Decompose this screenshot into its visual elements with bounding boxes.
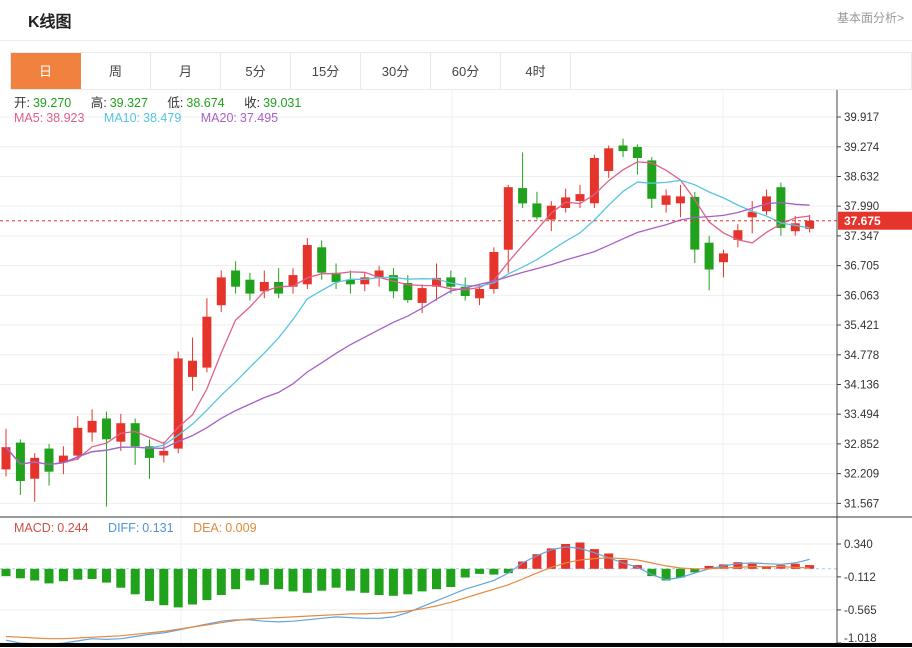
ma10-line bbox=[5, 179, 810, 466]
diff-line bbox=[5, 546, 810, 646]
svg-text:36.063: 36.063 bbox=[844, 290, 879, 302]
tab-60min[interactable]: 60分 bbox=[431, 53, 501, 89]
svg-text:36.705: 36.705 bbox=[844, 261, 879, 273]
ma5-line bbox=[5, 161, 810, 466]
svg-text:34.136: 34.136 bbox=[844, 380, 879, 392]
svg-text:32.852: 32.852 bbox=[844, 439, 879, 451]
svg-text:32.209: 32.209 bbox=[844, 469, 879, 481]
svg-text:-0.565: -0.565 bbox=[844, 605, 877, 617]
svg-text:-0.112: -0.112 bbox=[844, 572, 876, 584]
tab-4hour[interactable]: 4时 bbox=[501, 53, 571, 89]
svg-text:38.632: 38.632 bbox=[844, 172, 879, 184]
ohlc-legend: 开: 39.270 高: 39.327 低: 38.674 收: 39.031 bbox=[14, 92, 317, 111]
svg-text:37.990: 37.990 bbox=[844, 201, 879, 213]
ohlc-close: 收: 39.031 bbox=[244, 96, 302, 110]
macd-histogram bbox=[1, 542, 815, 608]
tab-15min[interactable]: 15分 bbox=[291, 53, 361, 89]
tab-bar: 日 周 月 5分 15分 30分 60分 4时 bbox=[10, 52, 912, 90]
svg-text:34.778: 34.778 bbox=[844, 350, 879, 362]
candles bbox=[1, 138, 815, 507]
bottom-border bbox=[0, 643, 912, 647]
gridlines bbox=[0, 88, 837, 644]
svg-text:0.340: 0.340 bbox=[844, 539, 873, 551]
tab-day[interactable]: 日 bbox=[11, 53, 81, 89]
ma20-value: MA20: 37.495 bbox=[200, 111, 279, 125]
page-title: K线图 bbox=[28, 14, 72, 31]
ohlc-open: 开: 39.270 bbox=[14, 96, 72, 110]
ohlc-low: 低: 38.674 bbox=[167, 96, 225, 110]
ma20-line bbox=[5, 201, 810, 466]
svg-text:35.421: 35.421 bbox=[844, 320, 879, 332]
ma5-value: MA5: 38.923 bbox=[14, 111, 85, 125]
diff-value: DIFF: 0.131 bbox=[108, 521, 174, 535]
price-axis-labels: 39.917 39.274 38.632 37.990 37.347 36.705 36.0… bbox=[837, 112, 880, 645]
ma-legend: MA5: 38.923 MA10: 38.479 MA20: 37.495 bbox=[14, 111, 294, 125]
tab-month[interactable]: 月 bbox=[151, 53, 221, 89]
ma10-value: MA10: 38.479 bbox=[103, 111, 182, 125]
fundamental-analysis-link[interactable]: 基本面分析> bbox=[836, 11, 904, 25]
svg-text:39.917: 39.917 bbox=[844, 112, 879, 124]
current-price-tag: 37.675 bbox=[838, 211, 912, 230]
svg-text:37.347: 37.347 bbox=[844, 231, 879, 243]
macd-value: MACD: 0.244 bbox=[14, 521, 89, 535]
tab-5min[interactable]: 5分 bbox=[221, 53, 291, 89]
dea-line bbox=[5, 557, 810, 640]
svg-text:33.494: 33.494 bbox=[844, 409, 880, 421]
tab-30min[interactable]: 30分 bbox=[361, 53, 431, 89]
svg-text:31.567: 31.567 bbox=[844, 498, 879, 510]
header-divider bbox=[0, 40, 912, 41]
svg-text:39.274: 39.274 bbox=[844, 142, 880, 154]
dea-value: DEA: 0.009 bbox=[193, 521, 257, 535]
ohlc-high: 高: 39.327 bbox=[90, 96, 148, 110]
tab-week[interactable]: 周 bbox=[81, 53, 151, 89]
macd-legend: MACD: 0.244 DIFF: 0.131 DEA: 0.009 bbox=[14, 521, 273, 535]
svg-text:37.675: 37.675 bbox=[844, 214, 881, 228]
svg-text:-1.018: -1.018 bbox=[844, 633, 877, 645]
